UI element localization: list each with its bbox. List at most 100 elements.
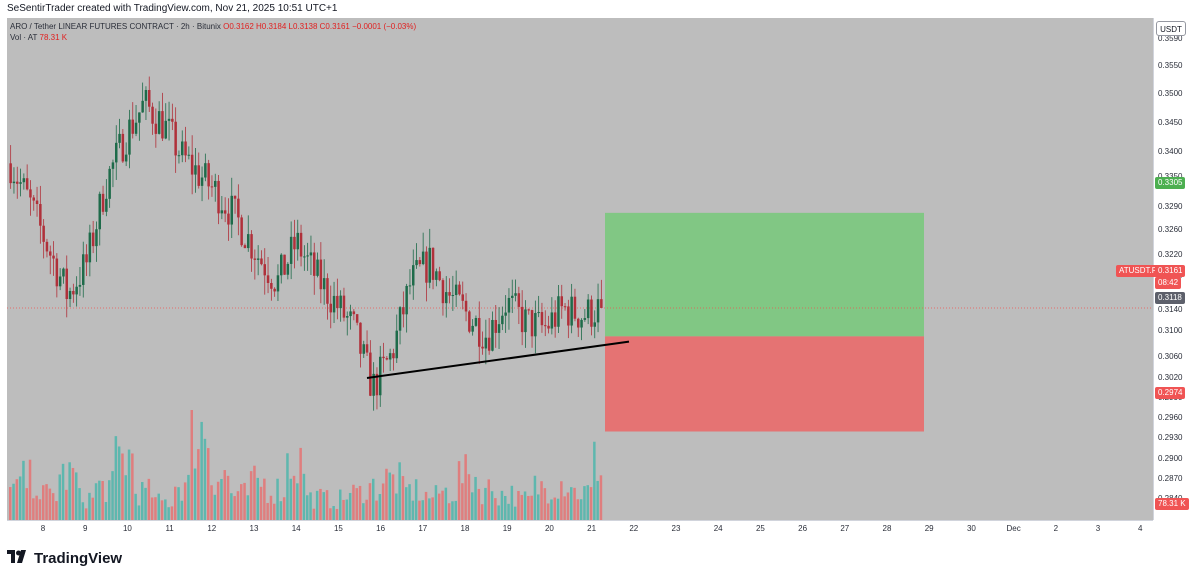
volume-bar <box>213 494 217 520</box>
volume-bar <box>408 484 411 520</box>
volume-bar <box>560 481 563 520</box>
volume-bar <box>494 498 497 520</box>
volume-legend-label: Vol · AT <box>10 33 38 42</box>
volume-bar <box>170 506 174 520</box>
volume-bar <box>32 498 35 520</box>
candle-body <box>550 312 554 329</box>
candle-body <box>454 284 458 296</box>
volume-bar <box>576 499 580 520</box>
candle-body <box>283 254 286 275</box>
volume-bar <box>461 483 464 520</box>
candle-body <box>144 90 148 101</box>
candle-body <box>484 337 488 349</box>
volume-bar <box>121 453 124 520</box>
candle-body <box>16 181 19 184</box>
volume-bar <box>507 503 510 520</box>
candle-body <box>567 306 570 326</box>
volume-bar <box>530 495 533 520</box>
candle-body <box>55 258 59 287</box>
volume-bar <box>520 494 523 520</box>
candle-body <box>458 284 461 295</box>
candle-body <box>247 234 250 249</box>
candle-body <box>105 198 108 212</box>
volume-bar <box>497 505 500 520</box>
candle-body <box>431 247 435 280</box>
volume-bar <box>299 447 302 520</box>
volume-bar <box>322 492 325 520</box>
time-tick: 17 <box>418 524 428 533</box>
volume-bar <box>579 499 583 520</box>
price-tick: 0.3060 <box>1158 352 1183 361</box>
candle-body <box>49 251 52 256</box>
candle-body <box>352 311 356 315</box>
volume-bar <box>68 462 71 520</box>
volume-bar <box>216 481 220 520</box>
candle-body <box>58 276 62 287</box>
volume-bar <box>381 483 385 520</box>
candle-body <box>461 294 464 301</box>
candle-body <box>593 322 596 327</box>
candle-body <box>91 232 95 247</box>
volume-bar <box>391 474 395 520</box>
candle-body <box>537 312 540 314</box>
candle-body <box>200 177 204 186</box>
candle-body <box>250 234 253 259</box>
candle-body <box>237 198 240 218</box>
candle-body <box>418 260 422 265</box>
time-tick: 21 <box>587 524 597 533</box>
symbol-legend[interactable]: ARO / Tether LINEAR FUTURES CONTRACT · 2… <box>10 22 416 31</box>
candle-body <box>586 299 590 319</box>
candle-body <box>52 255 55 259</box>
candle-body <box>313 252 316 276</box>
candle-body <box>161 111 164 139</box>
currency-button[interactable]: USDT <box>1156 21 1186 36</box>
volume-bar <box>599 475 603 520</box>
candle-body <box>478 317 481 347</box>
candle-body <box>398 307 402 331</box>
volume-bar <box>471 492 474 520</box>
candle-body <box>240 217 243 246</box>
candle-body <box>167 118 171 121</box>
candle-body <box>293 236 296 250</box>
candle-body <box>98 193 101 230</box>
candle-body <box>164 120 167 139</box>
candle-body <box>9 163 12 184</box>
candle-body <box>322 278 326 290</box>
price-tick: 0.3140 <box>1158 305 1183 314</box>
volume-bar <box>98 480 101 520</box>
candle-body <box>276 275 280 292</box>
volume-bar <box>513 506 517 520</box>
volume-bar <box>279 501 283 520</box>
candle-body <box>12 181 16 184</box>
chart-pane[interactable] <box>7 18 1153 520</box>
candle-body <box>319 259 323 290</box>
candle-body <box>474 317 478 326</box>
candle-body <box>600 299 603 308</box>
legend-ohlc: O0.3162 H0.3184 L0.3138 C0.3161 −0.0001 … <box>223 22 417 31</box>
price-tick: 0.2960 <box>1158 413 1183 422</box>
volume-bar <box>94 483 98 520</box>
volume-bar <box>45 484 48 520</box>
candle-body <box>359 322 362 354</box>
volume-bar <box>249 471 253 520</box>
time-axis[interactable] <box>7 520 1153 537</box>
candle-body <box>412 265 415 286</box>
candle-body <box>375 373 379 396</box>
price-chart[interactable] <box>7 18 1153 520</box>
volume-value-label: 78.31 K <box>1155 498 1189 510</box>
volume-bar <box>418 500 421 520</box>
volume-bar <box>358 485 362 520</box>
candle-body <box>177 155 181 157</box>
price-tick: 0.3400 <box>1158 147 1183 156</box>
volume-bar <box>226 475 230 520</box>
time-tick: 8 <box>40 524 46 533</box>
candle-body <box>382 356 385 359</box>
volume-bar <box>414 479 418 520</box>
volume-bar <box>550 499 553 520</box>
volume-bar <box>71 467 75 520</box>
volume-legend[interactable]: Vol · AT 78.31 K <box>10 33 67 42</box>
volume-bar <box>523 491 527 520</box>
tradingview-brand: TradingView <box>7 548 122 568</box>
candle-body <box>181 141 184 156</box>
candle-body <box>511 295 514 298</box>
